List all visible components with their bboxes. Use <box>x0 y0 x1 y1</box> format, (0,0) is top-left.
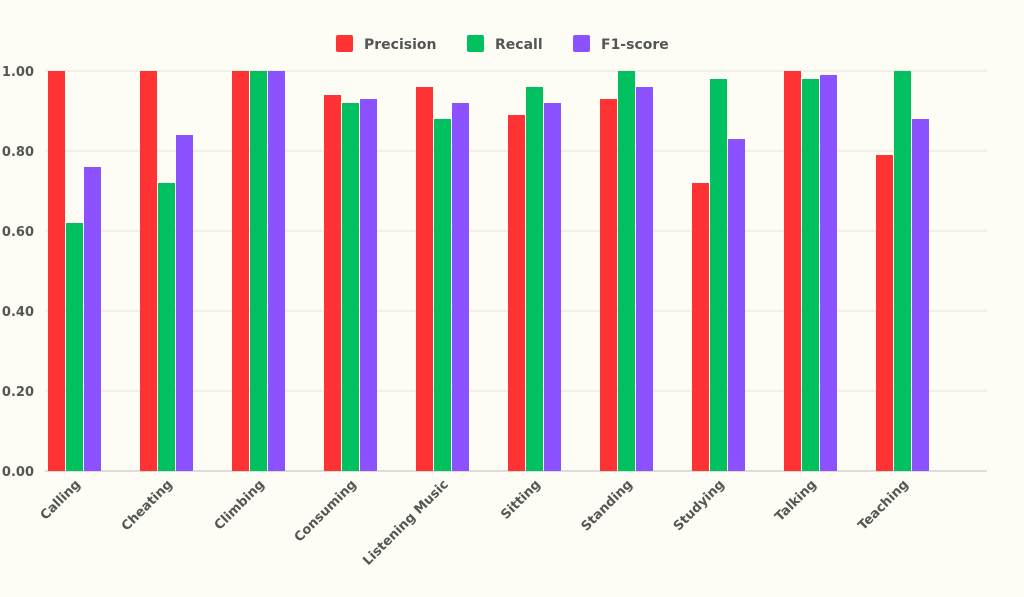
bar-f1-score <box>176 135 193 471</box>
bar-recall <box>342 103 359 471</box>
x-tick-label: Teaching <box>855 477 911 533</box>
bar-recall <box>158 183 175 471</box>
bar-f1-score <box>544 103 561 471</box>
bar-recall <box>66 223 83 471</box>
y-tick-label: 0.80 <box>2 145 34 160</box>
y-tick-label: 0.60 <box>2 225 34 240</box>
x-tick-label: Sitting <box>498 477 543 522</box>
x-tick-label: Listening Music <box>360 477 452 569</box>
bars <box>48 71 929 471</box>
bar-recall <box>710 79 727 471</box>
bar-f1-score <box>820 75 837 471</box>
bar-precision <box>876 155 893 471</box>
bar-precision <box>48 71 65 471</box>
bar-f1-score <box>912 119 929 471</box>
bar-precision <box>140 71 157 471</box>
bar-recall <box>434 119 451 471</box>
legend: Precision Recall F1-score <box>336 35 669 53</box>
bar-f1-score <box>268 71 285 471</box>
bar-recall <box>894 71 911 471</box>
x-tick-label: Cheating <box>119 477 176 534</box>
y-tick-label: 1.00 <box>2 65 34 80</box>
legend-label: F1-score <box>601 37 669 53</box>
x-tick-label: Consuming <box>292 477 360 545</box>
x-tick-label: Studying <box>671 477 728 534</box>
legend-swatch <box>467 35 484 52</box>
y-tick-label: 0.00 <box>2 465 34 480</box>
bar-f1-score <box>84 167 101 471</box>
x-tick-label: Calling <box>38 477 84 523</box>
y-tick-label: 0.40 <box>2 305 34 320</box>
bar-recall <box>526 87 543 471</box>
bar-recall <box>618 71 635 471</box>
x-tick-label: Standing <box>579 477 636 534</box>
bar-f1-score <box>728 139 745 471</box>
bar-precision <box>324 95 341 471</box>
bar-recall <box>802 79 819 471</box>
y-tick-label: 0.20 <box>2 385 34 400</box>
bar-f1-score <box>360 99 377 471</box>
bar-precision <box>600 99 617 471</box>
bar-precision <box>784 71 801 471</box>
bar-precision <box>416 87 433 471</box>
bar-f1-score <box>636 87 653 471</box>
legend-swatch <box>573 35 590 52</box>
legend-label: Recall <box>495 37 543 53</box>
bar-precision <box>232 71 249 471</box>
x-tick-label: Talking <box>772 477 819 524</box>
bar-precision <box>508 115 525 471</box>
bar-precision <box>692 183 709 471</box>
bar-recall <box>250 71 267 471</box>
legend-label: Precision <box>364 37 436 53</box>
bar-f1-score <box>452 103 469 471</box>
legend-swatch <box>336 35 353 52</box>
x-tick-label: Climbing <box>212 477 268 533</box>
